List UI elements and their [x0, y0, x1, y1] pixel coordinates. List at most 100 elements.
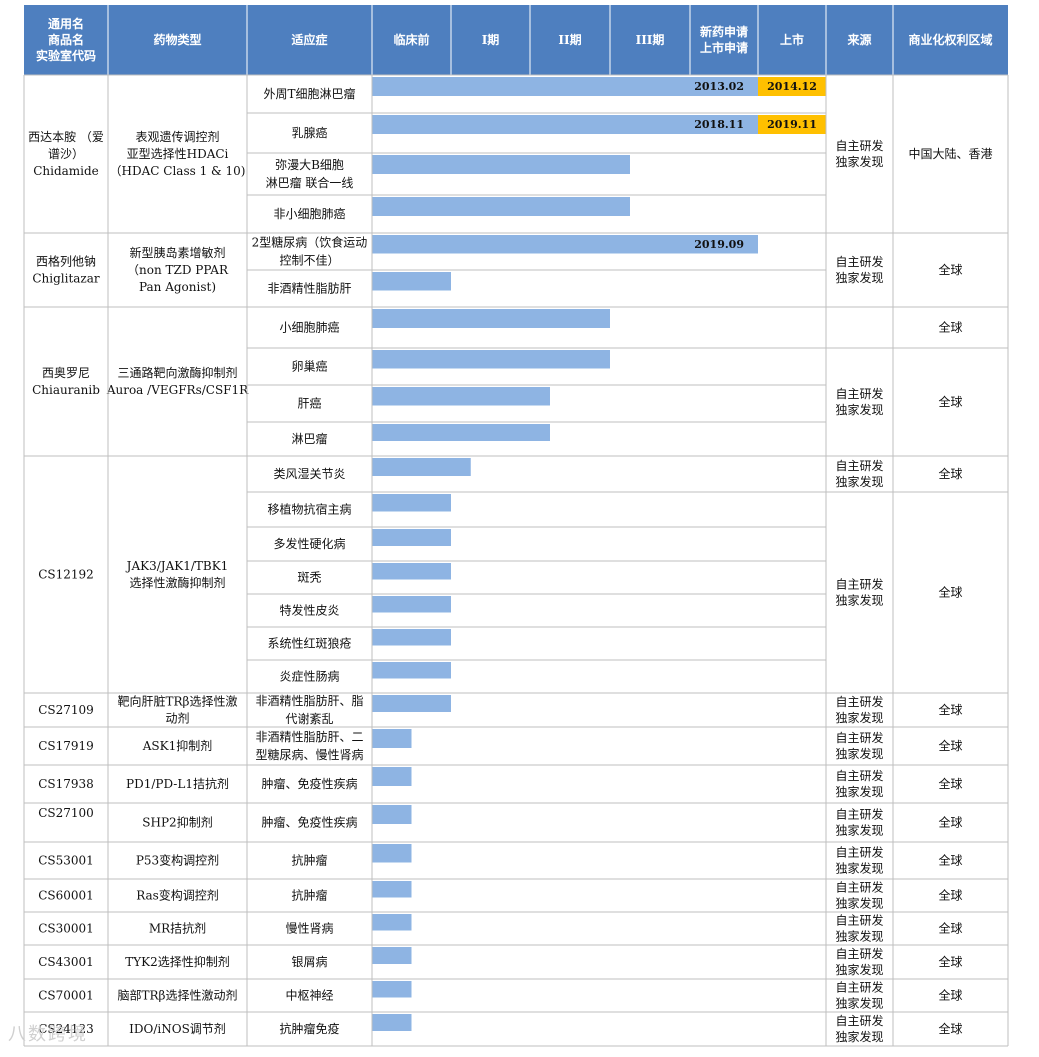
filing-date: 2019.09	[694, 238, 744, 251]
source-text: 独家发现	[835, 710, 883, 725]
header-market: 上市	[780, 32, 804, 47]
phase-bar	[372, 350, 610, 369]
drug-type: TYK2选择性抑制剂	[125, 954, 230, 969]
header-type: 药物类型	[153, 32, 201, 47]
source-text: 独家发现	[835, 593, 883, 608]
indication-label: 2型糖尿病（饮食运动	[252, 235, 368, 250]
indication-label: 慢性肾病	[285, 921, 333, 936]
drug-type: P53变构调控剂	[136, 853, 219, 868]
drug-type: PD1/PD-L1拮抗剂	[126, 776, 229, 791]
phase-bar	[372, 235, 758, 254]
drug-type: 表观遗传调控剂	[135, 129, 219, 144]
header-phase1: I期	[482, 32, 500, 47]
source-text: 自主研发	[835, 768, 883, 783]
source-text: 独家发现	[835, 929, 883, 944]
indication-label: 代谢紊乱	[285, 711, 333, 726]
phase-bar	[372, 805, 412, 824]
rights-text: 全球	[938, 262, 962, 277]
drug-name: CS27100	[38, 806, 94, 820]
source-text: 独家发现	[835, 861, 883, 876]
phase-bar	[372, 844, 412, 863]
approval-date: 2014.12	[767, 80, 817, 93]
drug-name: Chidamide	[33, 164, 99, 178]
rights-text: 全球	[938, 988, 962, 1003]
source-text: 独家发现	[835, 784, 883, 799]
phase-bar	[372, 563, 451, 580]
phase-bar	[372, 981, 412, 998]
source-text: 自主研发	[835, 138, 883, 153]
phase-bar	[372, 155, 630, 174]
drug-type: JAK3/JAK1/TBK1	[125, 559, 229, 573]
header-nda: 新药申请	[700, 24, 748, 39]
phase-bar	[372, 1014, 412, 1031]
phase-bar	[372, 881, 412, 898]
drug-type: 选择性激酶抑制剂	[129, 575, 225, 590]
indication-label: 抗肿瘤	[291, 888, 327, 903]
indication-label: 斑秃	[297, 571, 321, 585]
drug-name: CS30001	[38, 922, 94, 936]
indication-label: 淋巴瘤 联合一线	[266, 175, 354, 190]
indication-label: 非小细胞肺癌	[273, 206, 345, 221]
phase-bar	[372, 77, 758, 96]
header-phase3: III期	[636, 32, 665, 47]
drug-name: CS12192	[38, 568, 94, 582]
indication-label: 卵巢癌	[291, 359, 327, 374]
rights-text: 全球	[938, 738, 962, 753]
header-preclinical: 临床前	[393, 32, 429, 47]
source-text: 自主研发	[835, 577, 883, 592]
phase-bar	[372, 695, 451, 712]
drug-type: SHP2抑制剂	[142, 815, 212, 830]
drug-type: 靶向肝脏TRβ选择性激	[118, 694, 238, 709]
rights-text: 全球	[938, 776, 962, 791]
indication-label: 小细胞肺癌	[279, 320, 339, 335]
indication-label: 非酒精性脂肪肝、二	[255, 729, 363, 744]
header-nda: 上市申请	[700, 40, 748, 55]
drug-type: Auroa /VEGFRs/CSF1R	[106, 383, 249, 397]
drug-type: IDO/iNOS调节剂	[129, 1021, 226, 1036]
drug-type: 亚型选择性HDACi	[127, 147, 229, 161]
phase-bar	[372, 197, 630, 216]
source-text: 自主研发	[835, 694, 883, 709]
source-text: 独家发现	[835, 1029, 883, 1044]
watermark: 八数跨境	[8, 1024, 88, 1045]
rights-text: 全球	[938, 1021, 962, 1036]
drug-type: （HDAC Class 1 & 10)	[110, 164, 246, 178]
drug-name: 西格列他钠	[36, 254, 96, 269]
source-text: 自主研发	[835, 458, 883, 473]
drug-name: 谱沙）	[48, 147, 84, 161]
marketed-bar	[758, 115, 826, 134]
source-text: 独家发现	[835, 154, 883, 169]
header-phase2: II期	[558, 32, 581, 47]
marketed-bar	[758, 77, 826, 96]
phase-bar	[372, 767, 412, 786]
phase-bar	[372, 387, 550, 406]
source-text: 自主研发	[835, 980, 883, 995]
drug-name: 西达本胺 （爱	[28, 130, 104, 144]
indication-label: 多发性硬化病	[273, 536, 345, 551]
filing-date: 2013.02	[694, 80, 744, 93]
indication-label: 抗肿瘤	[291, 853, 327, 868]
rights-text: 全球	[938, 702, 962, 717]
header-name: 商品名	[48, 32, 84, 47]
drug-type: （non TZD PPAR	[127, 263, 229, 277]
source-text: 独家发现	[835, 402, 883, 417]
indication-label: 控制不佳）	[279, 254, 339, 268]
rights-text: 全球	[938, 394, 962, 409]
drug-name: CS60001	[38, 889, 94, 903]
phase-bar	[372, 596, 451, 613]
source-text: 自主研发	[835, 1013, 883, 1028]
phase-bar	[372, 309, 610, 328]
phase-bar	[372, 729, 412, 748]
source-text: 独家发现	[835, 823, 883, 838]
rights-text: 全球	[938, 954, 962, 969]
source-text: 独家发现	[835, 996, 883, 1011]
source-text: 独家发现	[835, 962, 883, 977]
indication-label: 炎症性肠病	[279, 669, 339, 684]
source-text: 自主研发	[835, 845, 883, 860]
drug-type: Ras变构调控剂	[136, 888, 219, 903]
phase-bar	[372, 914, 412, 931]
phase-bar	[372, 272, 451, 291]
indication-label: 类风湿关节炎	[273, 466, 345, 481]
drug-name: Chiauranib	[32, 383, 100, 397]
